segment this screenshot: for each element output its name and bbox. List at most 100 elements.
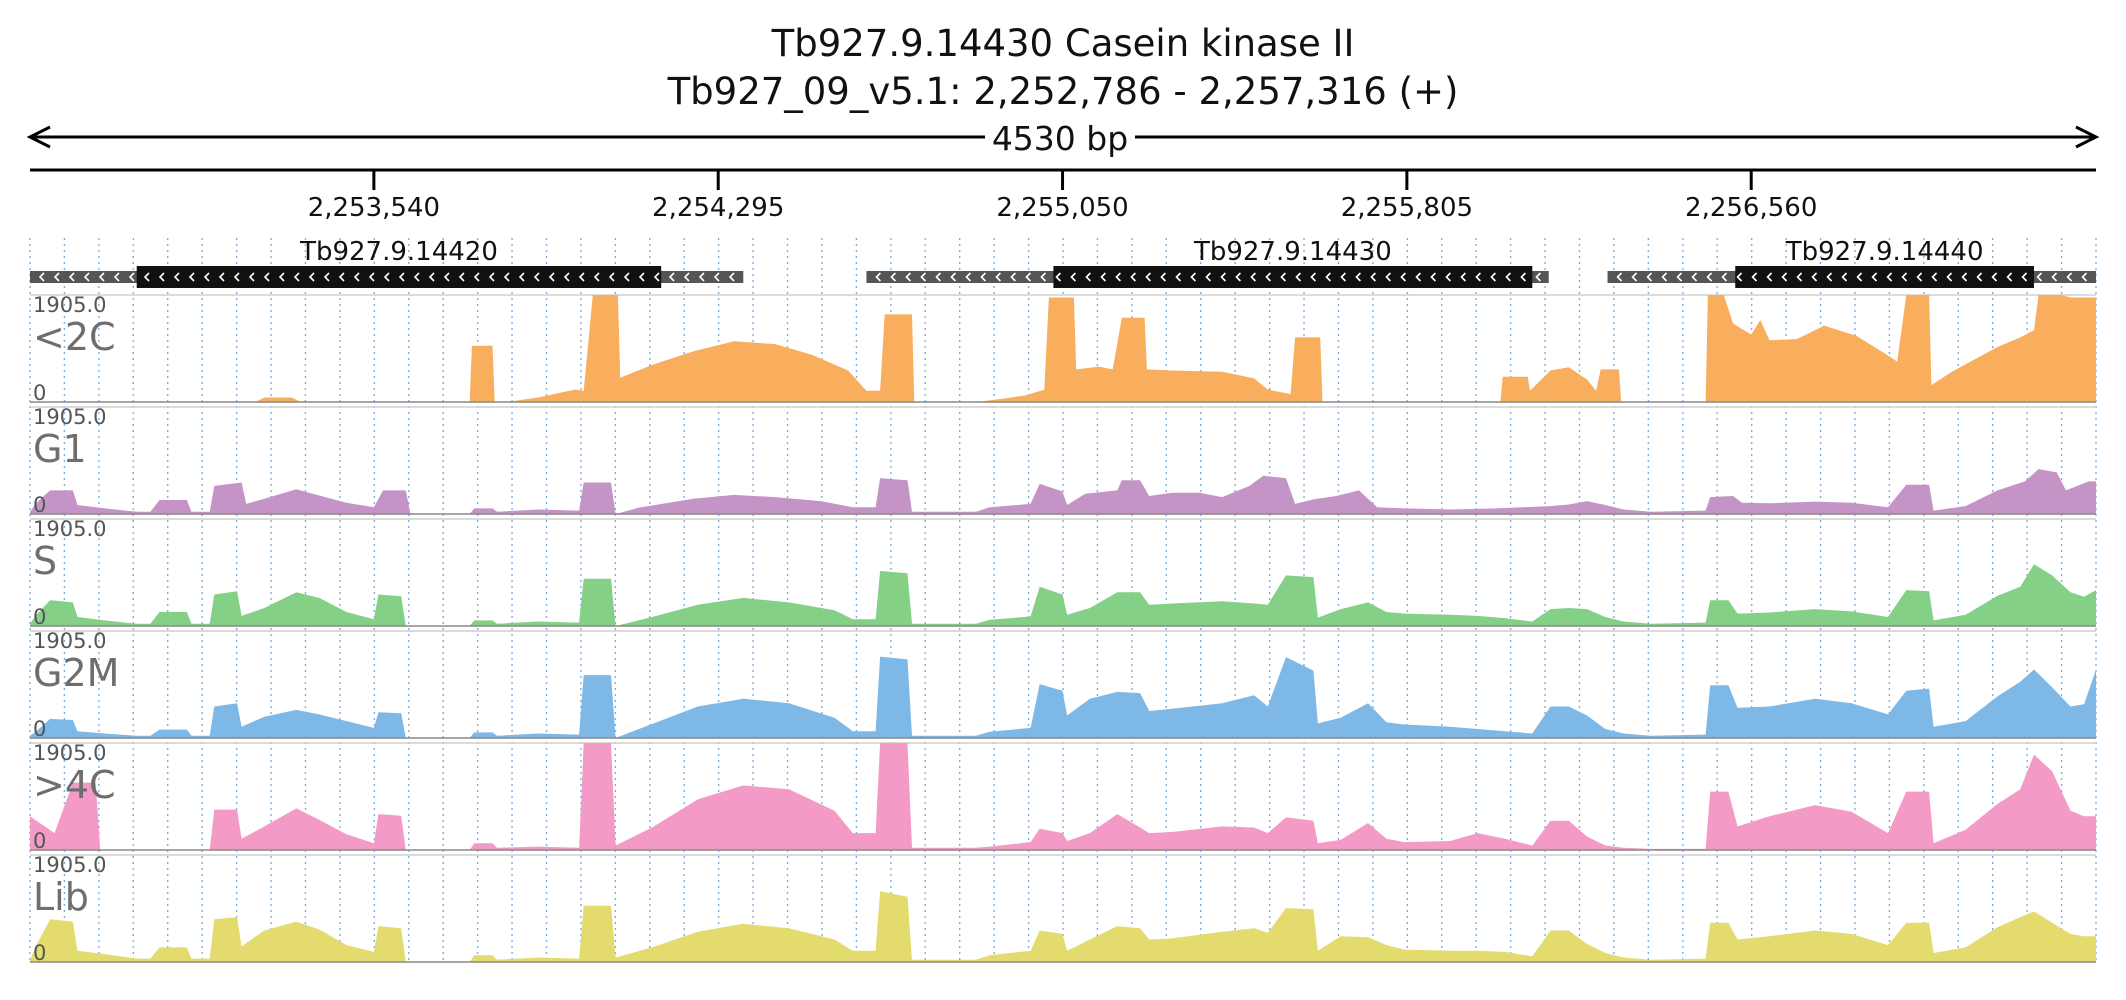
strand-chevron	[1991, 272, 1998, 282]
coverage-area	[30, 656, 2096, 738]
strand-chevron	[1280, 272, 1286, 282]
coverage-area	[30, 564, 2096, 626]
strand-chevron	[1190, 272, 1196, 282]
strand-chevron	[1235, 272, 1241, 282]
strand-chevron	[1931, 272, 1938, 282]
strand-chevron	[53, 272, 60, 282]
strand-chevron	[2021, 272, 2028, 282]
strand-chevron	[518, 272, 525, 282]
track-ymax-label: 1905.0	[33, 853, 106, 877]
track-ymax-label: 1905.0	[33, 517, 106, 541]
strand-chevron	[1736, 272, 1743, 282]
strand-chevron	[1175, 272, 1181, 282]
strand-chevron	[1676, 272, 1683, 282]
strand-chevron	[1721, 272, 1728, 282]
strand-chevron	[1616, 272, 1623, 282]
strand-chevron	[1325, 272, 1331, 282]
strand-chevron	[1706, 272, 1713, 282]
strand-chevron	[248, 272, 255, 282]
gene-label: Tb927.9.14420	[299, 237, 498, 267]
strand-chevron	[578, 272, 585, 282]
strand-chevron	[1520, 272, 1526, 282]
strand-chevron	[38, 272, 45, 282]
strand-chevron	[443, 272, 450, 282]
track-name: >4C	[33, 763, 116, 807]
span-label: 4530 bp	[992, 119, 1128, 158]
strand-chevron	[293, 272, 300, 282]
strand-chevron	[278, 272, 285, 282]
strand-chevron	[698, 272, 705, 282]
span-arrow-right	[2075, 125, 2100, 149]
grid-lines	[29, 238, 2097, 962]
strand-chevron	[1505, 272, 1511, 282]
strand-chevron	[1130, 272, 1136, 282]
strand-chevron	[488, 272, 495, 282]
strand-chevron	[1901, 272, 1908, 282]
strand-chevron	[1205, 272, 1211, 282]
strand-chevron	[428, 272, 435, 282]
strand-chevron	[965, 272, 971, 282]
strand-chevron	[683, 272, 690, 282]
strand-chevron	[1871, 272, 1878, 282]
track-name: S	[33, 539, 57, 583]
track-ymin-label: 0	[33, 605, 46, 629]
track-ymax-label: 1905.0	[33, 741, 106, 765]
strand-chevron	[2066, 272, 2073, 282]
strand-chevron	[935, 272, 941, 282]
gene-label: Tb927.9.14440	[1785, 237, 1984, 267]
strand-chevron	[1040, 272, 1046, 282]
axis-tick-label: 2,253,540	[308, 193, 440, 223]
strand-chevron	[1961, 272, 1968, 282]
strand-chevron	[1160, 272, 1166, 282]
span-label-bg	[985, 117, 1135, 157]
strand-chevron	[1400, 272, 1406, 282]
strand-chevron	[1886, 272, 1893, 282]
strand-chevron	[548, 272, 555, 282]
strand-chevron	[890, 272, 896, 282]
track-name: Lib	[33, 875, 89, 919]
span-arrow-left	[26, 125, 51, 149]
strand-chevron	[458, 272, 465, 282]
strand-chevron	[1100, 272, 1106, 282]
strand-chevron	[1661, 272, 1668, 282]
gene-cds	[1053, 266, 1533, 288]
strand-chevron	[158, 272, 165, 282]
strand-chevron	[413, 272, 420, 282]
strand-chevron	[653, 272, 660, 282]
strand-chevron	[1415, 272, 1421, 282]
strand-chevron	[1370, 272, 1376, 282]
strand-chevron	[113, 272, 120, 282]
strand-chevron	[995, 272, 1001, 282]
strand-chevron	[1460, 272, 1466, 282]
strand-chevron	[68, 272, 75, 282]
strand-chevron	[473, 272, 480, 282]
strand-chevron	[1631, 272, 1638, 282]
strand-chevron	[233, 272, 240, 282]
strand-chevron	[713, 272, 720, 282]
strand-chevron	[1145, 272, 1151, 282]
strand-chevron	[980, 272, 986, 282]
strand-chevron	[1385, 272, 1391, 282]
strand-chevron	[1841, 272, 1848, 282]
track-ymin-label: 0	[33, 493, 46, 517]
strand-chevron	[173, 272, 180, 282]
strand-chevron	[533, 272, 540, 282]
track-ymin-label: 0	[33, 829, 46, 853]
strand-chevron	[383, 272, 390, 282]
track-name: G1	[33, 427, 87, 471]
track-ymin-label: 0	[33, 941, 46, 965]
strand-chevron	[1295, 272, 1301, 282]
axis-tick-label: 2,256,560	[1685, 193, 1817, 223]
strand-chevron	[1265, 272, 1271, 282]
strand-chevron	[353, 272, 360, 282]
strand-chevron	[323, 272, 330, 282]
strand-chevron	[1010, 272, 1016, 282]
strand-chevron	[623, 272, 630, 282]
strand-chevron	[1811, 272, 1818, 282]
strand-chevron	[1766, 272, 1773, 282]
strand-chevron	[263, 272, 270, 282]
strand-chevron	[203, 272, 210, 282]
strand-chevron	[1220, 272, 1226, 282]
strand-chevron	[98, 272, 105, 282]
strand-chevron	[1691, 272, 1698, 282]
